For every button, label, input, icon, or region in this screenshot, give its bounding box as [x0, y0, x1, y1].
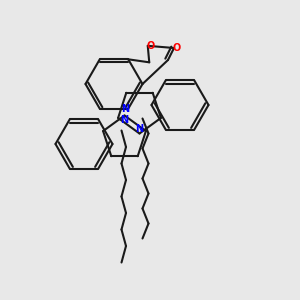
- Text: N: N: [121, 104, 129, 114]
- Text: N: N: [135, 124, 144, 134]
- Text: N: N: [120, 115, 129, 125]
- Text: O: O: [172, 43, 181, 53]
- Text: O: O: [146, 41, 154, 51]
